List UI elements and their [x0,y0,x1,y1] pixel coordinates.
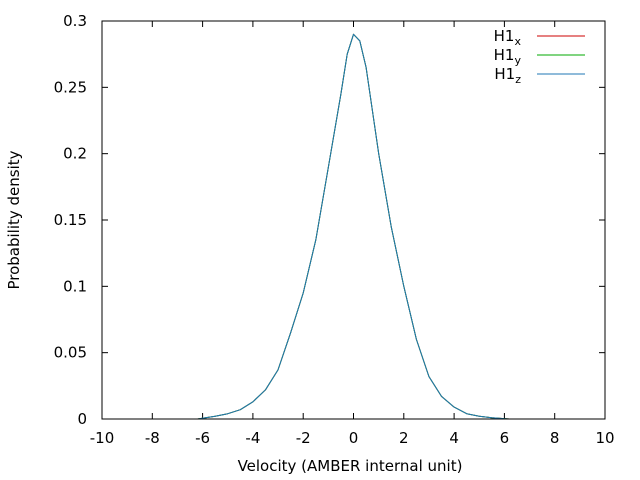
x-tick-label: 2 [399,429,409,447]
legend-label-subscript: x [514,35,521,48]
y-tick-label: 0.1 [63,277,87,295]
y-tick-label: 0.2 [63,145,87,163]
series-line-x [197,33,510,420]
legend-label: H1y [494,46,522,67]
legend-label-main: H1 [494,65,515,83]
legend-label: H1x [494,27,522,48]
legend-label-main: H1 [494,27,515,45]
legend-entry-x: H1x [494,27,585,48]
x-tick-label: -6 [195,429,210,447]
x-tick-label: 4 [449,429,459,447]
plot-frame [101,20,606,420]
x-tick-label: -4 [245,429,260,447]
y-tick-label: 0.15 [54,211,87,229]
series-line-y [197,33,510,420]
series-line-z [197,33,510,420]
legend-label-subscript: z [515,73,521,86]
y-tick-label: 0.3 [63,12,87,30]
y-tick-label: 0.05 [54,344,87,362]
x-tick-label: 6 [500,429,510,447]
y-tick-label: 0 [77,410,87,428]
x-tick-label: 8 [550,429,560,447]
tick-labels: -10 -8 -6 -4 -2 0 2 4 6 8 10 0 0.05 0.1 0.15 0.2 0.25 0.3 [54,12,615,447]
legend-entry-y: H1y [494,46,585,67]
legend-label-main: H1 [494,46,515,64]
x-axis-title: Velocity (AMBER internal unit) [238,457,463,475]
x-tick-label: -10 [90,429,115,447]
x-tick-label: -8 [145,429,160,447]
legend-label-subscript: y [514,54,521,67]
y-tick-label: 0.25 [54,78,87,96]
series-lines [197,33,510,420]
legend-entry-z: H1z [494,65,585,86]
x-tick-label: 10 [595,429,614,447]
axis-ticks [101,20,606,420]
legend-label: H1z [494,65,521,86]
x-tick-label: -2 [296,429,311,447]
y-axis-title: Probability density [5,150,23,289]
x-tick-label: 0 [349,429,359,447]
